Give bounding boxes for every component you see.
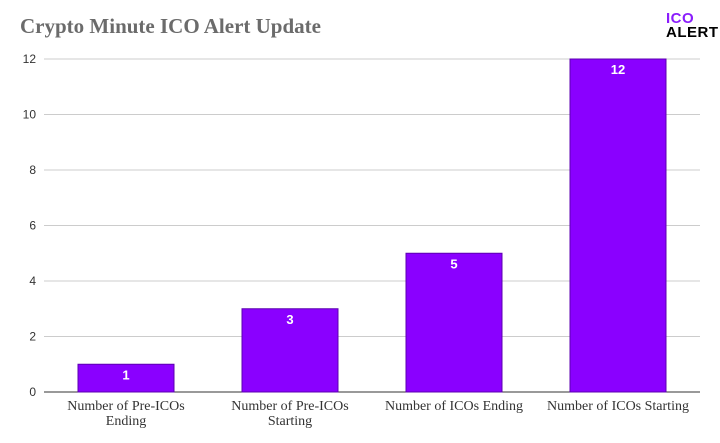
x-tick-label: Number of ICOs Ending bbox=[385, 399, 523, 414]
data-label: 12 bbox=[611, 62, 625, 77]
logo-line-ico: ICO bbox=[666, 10, 695, 27]
x-tick-label: Number of ICOs Starting bbox=[547, 399, 689, 414]
y-tick-label: 12 bbox=[23, 52, 37, 66]
ico-alert-logo: ICO ALERT bbox=[666, 10, 719, 41]
bar bbox=[241, 308, 339, 393]
data-label: 5 bbox=[450, 256, 457, 271]
y-tick-label: 2 bbox=[29, 330, 36, 344]
y-tick-label: 4 bbox=[29, 274, 36, 288]
y-tick-label: 10 bbox=[23, 108, 37, 122]
data-label: 1 bbox=[122, 367, 129, 382]
logo-line-alert: ALERT bbox=[666, 24, 719, 41]
x-tick-label: Ending bbox=[106, 414, 146, 429]
x-tick-label: Number of Pre-ICOs bbox=[231, 399, 348, 414]
y-tick-label: 6 bbox=[29, 219, 36, 233]
bar bbox=[569, 58, 667, 393]
bar bbox=[405, 252, 503, 393]
y-tick-label: 0 bbox=[29, 385, 36, 399]
x-tick-label: Starting bbox=[268, 414, 312, 429]
bar bbox=[77, 363, 175, 393]
x-tick-label: Number of Pre-ICOs bbox=[67, 399, 184, 414]
data-label: 3 bbox=[286, 312, 293, 327]
y-tick-label: 8 bbox=[29, 163, 36, 177]
bars: 1 3 5 12 bbox=[77, 58, 667, 393]
y-axis-ticks: 0 2 4 6 8 10 12 bbox=[23, 52, 37, 399]
chart-title: Crypto Minute ICO Alert Update bbox=[20, 14, 321, 38]
